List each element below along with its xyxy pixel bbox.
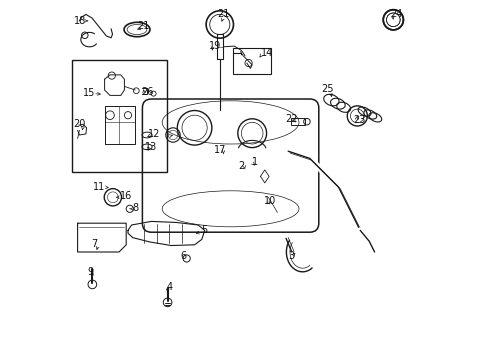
Text: 21: 21 [137,21,149,31]
Text: 20: 20 [73,119,86,129]
Bar [233,48,271,74]
Text: 14: 14 [261,48,273,58]
Text: 21: 21 [217,9,230,19]
Text: 9: 9 [88,267,94,277]
Text: 22: 22 [285,114,297,124]
Text: 7: 7 [92,239,98,249]
Text: 3: 3 [289,251,295,261]
Text: 10: 10 [264,196,276,206]
Text: 24: 24 [390,9,402,19]
Text: 25: 25 [321,84,334,94]
Text: 12: 12 [148,129,160,139]
Circle shape [163,298,172,307]
Text: 8: 8 [132,203,139,213]
Bar [72,60,167,172]
Text: 19: 19 [209,41,221,51]
Text: 15: 15 [83,88,96,98]
Text: 18: 18 [74,16,86,26]
Text: 17: 17 [214,145,227,156]
Text: 16: 16 [120,191,132,201]
Text: 6: 6 [181,251,187,261]
Bar [291,118,305,125]
Text: 4: 4 [166,282,172,292]
Text: 11: 11 [93,182,105,192]
Text: 1: 1 [252,157,258,167]
Text: 5: 5 [201,225,208,235]
Text: 2: 2 [238,161,245,171]
Text: 23: 23 [353,114,366,125]
Text: 13: 13 [145,142,157,152]
Circle shape [88,280,97,289]
Text: 26: 26 [141,87,153,97]
